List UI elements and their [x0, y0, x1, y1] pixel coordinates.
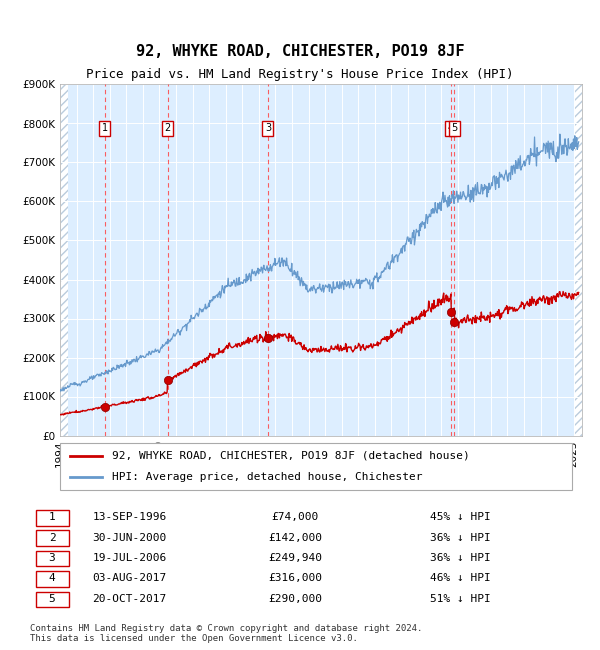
Text: 51% ↓ HPI: 51% ↓ HPI [430, 594, 491, 604]
Text: 13-SEP-1996: 13-SEP-1996 [92, 512, 166, 522]
FancyBboxPatch shape [60, 443, 572, 490]
Text: 19-JUL-2006: 19-JUL-2006 [92, 553, 166, 563]
Text: 4: 4 [49, 573, 55, 584]
Text: 03-AUG-2017: 03-AUG-2017 [92, 573, 166, 584]
Bar [60, 84, 68, 436]
FancyBboxPatch shape [35, 551, 68, 566]
Bar [574, 84, 582, 436]
Text: 46% ↓ HPI: 46% ↓ HPI [430, 573, 491, 584]
Text: 4: 4 [448, 124, 454, 133]
Text: 20-OCT-2017: 20-OCT-2017 [92, 594, 166, 604]
Text: 5: 5 [49, 594, 55, 604]
Text: 30-JUN-2000: 30-JUN-2000 [92, 532, 166, 543]
Text: Price paid vs. HM Land Registry's House Price Index (HPI): Price paid vs. HM Land Registry's House … [86, 68, 514, 81]
FancyBboxPatch shape [35, 571, 68, 587]
Text: 36% ↓ HPI: 36% ↓ HPI [430, 532, 491, 543]
FancyBboxPatch shape [35, 530, 68, 546]
Text: 1: 1 [49, 512, 55, 522]
Text: 2: 2 [49, 532, 55, 543]
FancyBboxPatch shape [35, 592, 68, 607]
Text: £290,000: £290,000 [268, 594, 322, 604]
Text: £142,000: £142,000 [268, 532, 322, 543]
Text: 92, WHYKE ROAD, CHICHESTER, PO19 8JF: 92, WHYKE ROAD, CHICHESTER, PO19 8JF [136, 44, 464, 60]
Text: Contains HM Land Registry data © Crown copyright and database right 2024.
This d: Contains HM Land Registry data © Crown c… [30, 624, 422, 644]
Text: 1: 1 [102, 124, 108, 133]
Text: 3: 3 [265, 124, 271, 133]
Text: 3: 3 [49, 553, 55, 563]
Text: 2: 2 [164, 124, 171, 133]
Text: 45% ↓ HPI: 45% ↓ HPI [430, 512, 491, 522]
Text: £316,000: £316,000 [268, 573, 322, 584]
Text: 36% ↓ HPI: 36% ↓ HPI [430, 553, 491, 563]
Text: 5: 5 [451, 124, 458, 133]
Text: £249,940: £249,940 [268, 553, 322, 563]
Text: HPI: Average price, detached house, Chichester: HPI: Average price, detached house, Chic… [112, 472, 422, 482]
Text: £74,000: £74,000 [271, 512, 319, 522]
FancyBboxPatch shape [35, 510, 68, 525]
Text: 92, WHYKE ROAD, CHICHESTER, PO19 8JF (detached house): 92, WHYKE ROAD, CHICHESTER, PO19 8JF (de… [112, 450, 470, 461]
